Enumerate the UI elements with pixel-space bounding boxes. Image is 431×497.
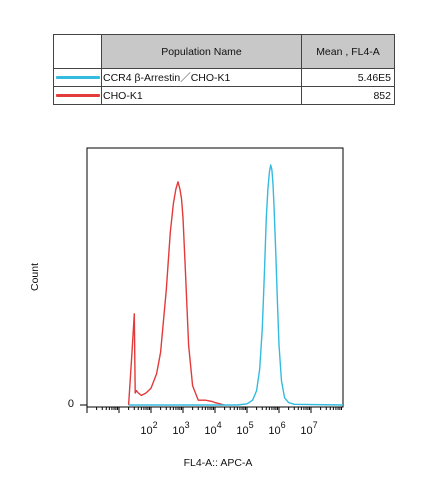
legend-row: CCR4 β-Arrestin／CHO-K1 5.46E5 <box>53 68 395 87</box>
legend-header-mean: Mean , FL4-A <box>301 34 395 69</box>
legend-population-name: CHO-K1 <box>101 86 302 105</box>
y-tick-label: 0 <box>68 398 74 410</box>
legend-row: CHO-K1 852 <box>53 86 395 105</box>
x-axis-title: FL4-A:: APC-A <box>184 457 253 469</box>
legend-mean-value: 852 <box>301 86 395 105</box>
y-tick-labels: 0 <box>68 398 87 410</box>
legend-swatch-cell <box>53 68 102 87</box>
legend-population-name: CCR4 β-Arrestin／CHO-K1 <box>101 68 302 87</box>
plot-frame <box>86 147 344 408</box>
legend-swatch <box>55 76 100 79</box>
x-tick-label: 104 <box>204 420 221 437</box>
series-line <box>127 181 225 406</box>
series-line <box>128 164 344 406</box>
legend-mean-value: 5.46E5 <box>301 68 395 87</box>
x-tick-label: 106 <box>268 420 285 437</box>
legend-table: Population Name Mean , FL4-A CCR4 β-Arre… <box>53 34 395 105</box>
x-tick-label: 105 <box>236 420 253 437</box>
x-tick-labels: 102 103 104 105 106 107 <box>140 420 317 437</box>
x-tick-label: 107 <box>300 420 317 437</box>
legend-header-swatch-cell <box>53 34 102 69</box>
x-axis-ticks <box>86 407 343 413</box>
legend-swatch-cell <box>53 86 102 105</box>
series-layer <box>127 164 344 406</box>
y-axis-title: Count <box>29 263 41 291</box>
legend-swatch <box>55 94 100 97</box>
x-tick-label: 102 <box>140 420 157 437</box>
x-tick-label: 103 <box>172 420 189 437</box>
